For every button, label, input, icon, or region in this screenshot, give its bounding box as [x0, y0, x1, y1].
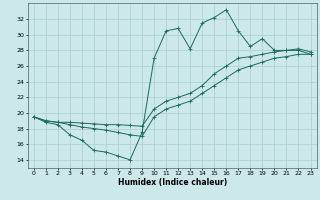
- X-axis label: Humidex (Indice chaleur): Humidex (Indice chaleur): [117, 178, 227, 187]
